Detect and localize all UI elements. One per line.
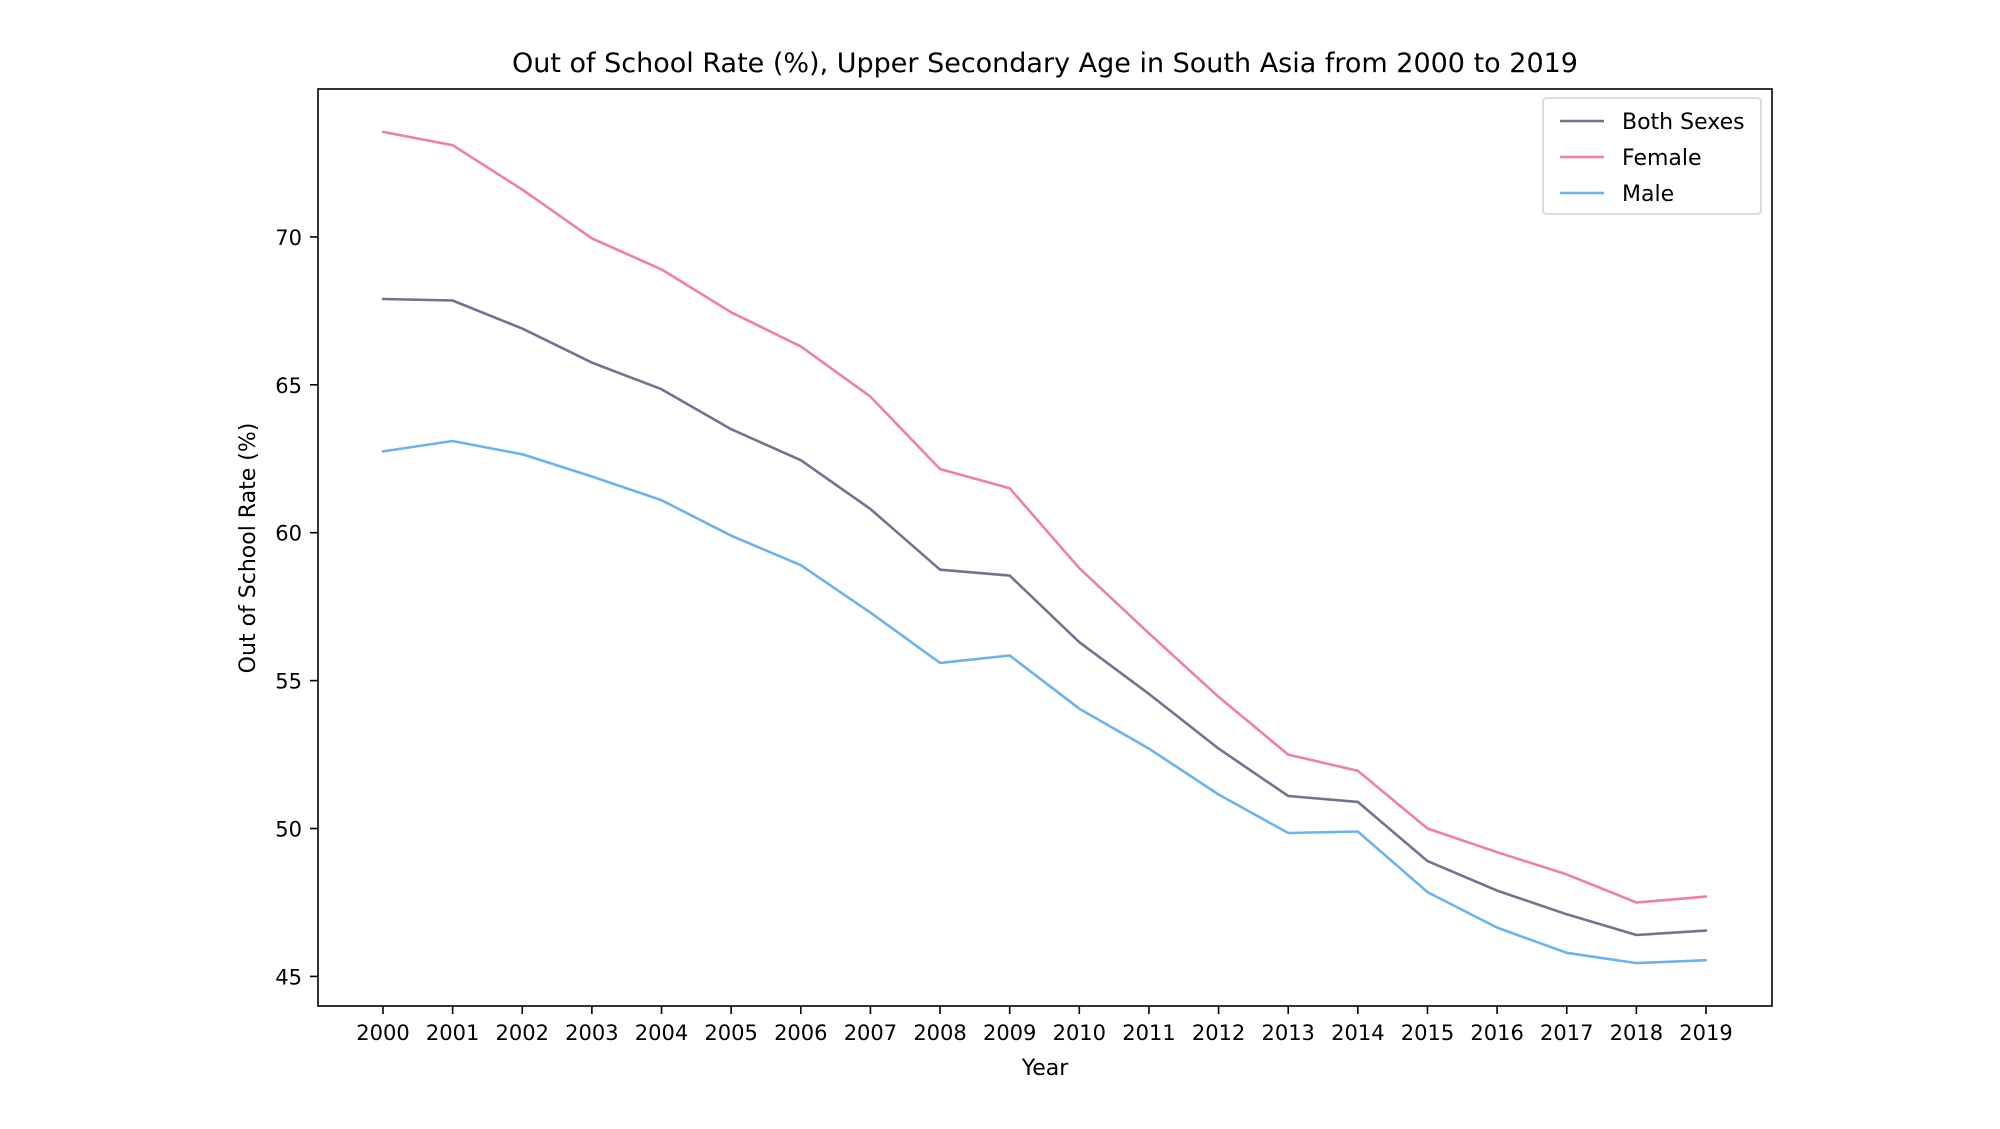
x-tick-label: 2016	[1470, 1021, 1523, 1045]
x-tick-label: 2010	[1053, 1021, 1106, 1045]
x-tick-label: 2007	[844, 1021, 897, 1045]
series-line-female	[381, 130, 1708, 904]
x-tick-label: 2008	[913, 1021, 966, 1045]
y-axis: 45 50 55 60 65 70	[275, 226, 318, 989]
y-tick-label: 60	[275, 522, 302, 546]
series-line-male	[381, 439, 1708, 965]
x-tick-label: 2003	[565, 1021, 618, 1045]
x-tick-label: 2012	[1192, 1021, 1245, 1045]
x-tick-label: 2004	[635, 1021, 688, 1045]
x-tick-label: 2019	[1679, 1021, 1732, 1045]
legend: Both Sexes Female Male	[1542, 97, 1762, 215]
x-tick-label: 2009	[983, 1021, 1036, 1045]
y-tick-label: 50	[275, 818, 302, 842]
x-tick-label: 2011	[1122, 1021, 1175, 1045]
y-tick-label: 65	[275, 374, 302, 398]
x-tick-label: 2017	[1540, 1021, 1593, 1045]
series-line-both-sexes	[381, 297, 1708, 937]
y-axis-label: Out of School Rate (%)	[236, 423, 261, 674]
y-tick-label: 55	[275, 670, 302, 694]
chart-title: Out of School Rate (%), Upper Secondary …	[512, 48, 1578, 79]
x-tick-label: 2013	[1261, 1021, 1314, 1045]
x-tick-label: 2001	[426, 1021, 479, 1045]
x-axis-label: Year	[1021, 1056, 1070, 1081]
series-lines	[381, 130, 1708, 965]
x-axis: 2000 2001 2002 2003 2004 2005 2006 2007 2008 2009…	[356, 1006, 1733, 1045]
plot-area	[317, 88, 1773, 1007]
x-tick-label: 2000	[356, 1021, 409, 1045]
legend-label-male: Male	[1622, 182, 1674, 207]
x-tick-label: 2014	[1331, 1021, 1384, 1045]
x-tick-label: 2015	[1401, 1021, 1454, 1045]
legend-label-both-sexes: Both Sexes	[1622, 110, 1745, 135]
y-tick-label: 45	[275, 965, 302, 989]
legend-label-female: Female	[1622, 146, 1702, 171]
x-tick-label: 2006	[774, 1021, 827, 1045]
y-tick-label: 70	[275, 226, 302, 250]
x-tick-label: 2002	[496, 1021, 549, 1045]
legend-box	[1542, 97, 1762, 215]
x-tick-label: 2005	[704, 1021, 757, 1045]
x-tick-label: 2018	[1610, 1021, 1663, 1045]
